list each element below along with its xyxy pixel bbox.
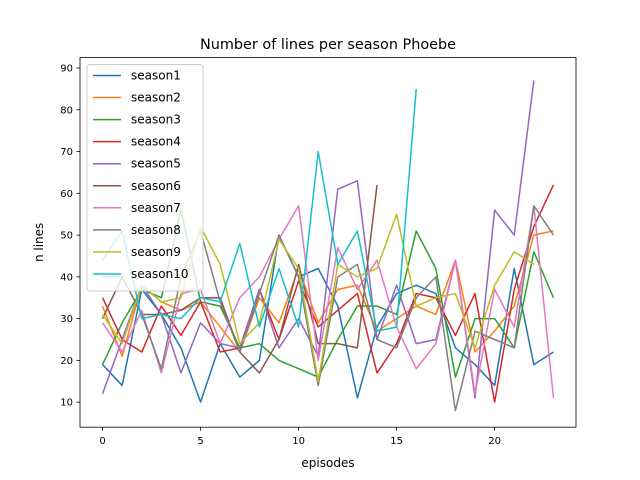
legend: season1 season2 season3 season4 season5 seaso… (86, 64, 204, 292)
y-tick-label: 60 (60, 189, 73, 200)
legend-label: season7 (131, 201, 181, 215)
x-tick-label: 20 (488, 436, 501, 447)
y-tick-label: 40 (60, 272, 73, 283)
series-line-7 (101, 205, 555, 399)
y-tick-label: 10 (60, 398, 73, 409)
legend-label: season1 (131, 69, 181, 83)
y-axis-label: n lines (32, 223, 46, 262)
y-tick-label: 70 (60, 147, 73, 158)
legend-label: season2 (131, 91, 181, 105)
y-tick-label: 30 (60, 314, 73, 325)
y-tick-label: 20 (60, 356, 73, 367)
series-line-9 (101, 213, 535, 383)
y-axis-ticks: 10 20 30 40 50 60 70 80 90 (60, 64, 80, 409)
legend-label: season6 (131, 179, 181, 193)
x-tick-label: 15 (390, 436, 403, 447)
legend-box (86, 64, 204, 292)
x-tick-label: 0 (99, 436, 105, 447)
y-tick-label: 80 (60, 105, 73, 116)
legend-label: season10 (131, 267, 188, 281)
y-tick-label: 50 (60, 231, 73, 242)
x-axis-label: episodes (301, 456, 354, 470)
legend-label: season4 (131, 135, 181, 149)
plot-frame (79, 57, 577, 428)
y-tick-label: 90 (60, 64, 73, 75)
legend-label: season8 (131, 223, 181, 237)
legend-label: season3 (131, 113, 181, 127)
series-line-10 (101, 88, 417, 332)
legend-label: season9 (131, 245, 181, 259)
legend-label: season5 (131, 157, 181, 171)
x-tick-label: 5 (197, 436, 203, 447)
series-line-8 (102, 205, 555, 412)
chart-title: Number of lines per season Phoebe (200, 37, 456, 53)
x-tick-label: 10 (292, 436, 305, 447)
x-axis-ticks: 0 5 10 15 20 (99, 427, 501, 447)
